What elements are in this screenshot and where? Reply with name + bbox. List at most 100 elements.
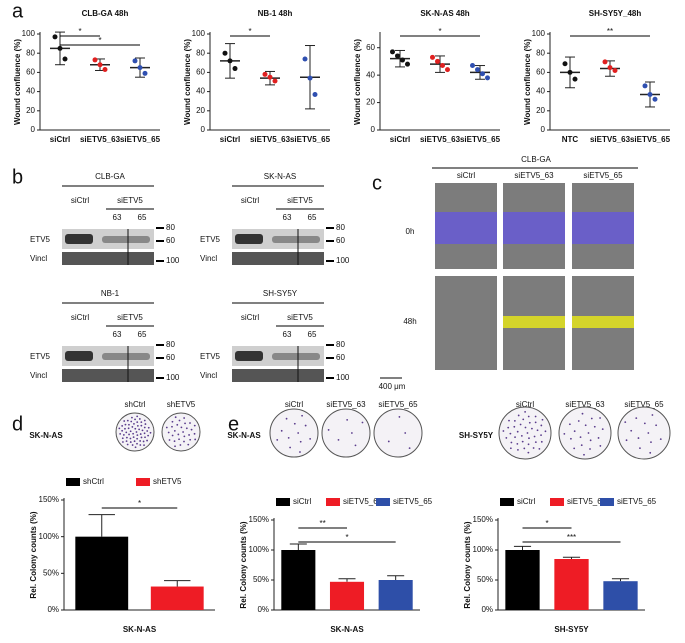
blot-title: SH-SY5Y xyxy=(263,289,298,298)
data-point xyxy=(647,91,653,97)
x-tick-label: siETV5_65 xyxy=(290,135,331,144)
bar xyxy=(378,580,413,610)
y-tick-label: 50% xyxy=(477,575,493,584)
legend-swatch xyxy=(500,498,514,506)
colony xyxy=(599,417,601,419)
data-point xyxy=(302,56,308,62)
colony xyxy=(538,447,541,450)
colony xyxy=(327,429,330,431)
colony xyxy=(176,423,179,426)
colony xyxy=(131,444,134,446)
colony xyxy=(132,432,135,435)
colony xyxy=(138,428,141,431)
colony xyxy=(122,441,124,443)
colony xyxy=(126,443,129,446)
migration-column: siCtrl xyxy=(457,171,475,180)
data-point xyxy=(400,57,405,63)
chart-title: NB-1 48h xyxy=(258,9,293,18)
colony xyxy=(527,443,530,446)
data-point xyxy=(92,57,98,63)
colony xyxy=(577,420,580,422)
colony xyxy=(650,441,652,444)
colony xyxy=(528,437,530,440)
data-point xyxy=(485,75,490,81)
y-tick-label: 150% xyxy=(249,515,269,524)
data-point xyxy=(62,56,68,62)
blot-lane: 65 xyxy=(308,330,317,339)
scratch-image xyxy=(435,276,497,370)
marker-label: 60 xyxy=(336,353,345,362)
colony xyxy=(146,439,148,442)
bar xyxy=(554,559,589,610)
dish-label: shCtrl xyxy=(125,400,146,409)
colony xyxy=(184,422,186,425)
colony xyxy=(573,447,576,450)
y-tick-label: 50% xyxy=(43,568,59,577)
colony xyxy=(168,439,171,441)
legend-label: siETV5_63 xyxy=(343,497,383,506)
data-point xyxy=(562,61,568,67)
data-point xyxy=(612,67,618,73)
y-tick-label: 80 xyxy=(196,48,205,57)
migration-title: CLB-GA xyxy=(521,155,551,164)
bar xyxy=(329,581,365,610)
colony xyxy=(193,432,196,435)
blot-treatment: siETV5 xyxy=(117,313,143,322)
colony xyxy=(122,434,125,436)
colony xyxy=(624,421,627,424)
significance-label: ** xyxy=(607,27,613,36)
significance-label: * xyxy=(545,519,548,528)
blot-control: siCtrl xyxy=(71,196,89,205)
blot-control: siCtrl xyxy=(241,313,259,322)
data-point xyxy=(222,50,228,56)
y-axis-label: Wound confluence (%) xyxy=(353,39,362,125)
x-axis-label: SK-N-AS xyxy=(330,625,364,634)
colony xyxy=(129,441,132,443)
colony xyxy=(189,422,191,424)
colony xyxy=(118,427,121,430)
colony xyxy=(534,441,537,444)
colony xyxy=(129,430,132,433)
y-tick-label: 100% xyxy=(249,545,269,554)
blot-title: CLB-GA xyxy=(95,172,125,181)
colony xyxy=(285,417,288,420)
data-point xyxy=(567,69,573,75)
legend-swatch xyxy=(326,498,340,506)
colony xyxy=(524,426,527,429)
data-point xyxy=(652,96,658,102)
legend-label: siCtrl xyxy=(517,497,535,506)
y-tick-label: 0 xyxy=(371,125,376,134)
colony xyxy=(536,429,539,432)
colony xyxy=(187,443,190,446)
colony xyxy=(509,447,512,450)
colony xyxy=(171,434,174,437)
colony xyxy=(534,415,537,418)
colony xyxy=(139,440,142,442)
colony xyxy=(297,432,300,434)
colony xyxy=(124,423,127,426)
data-point xyxy=(312,91,318,97)
blot-row-label: ETV5 xyxy=(30,352,51,361)
colony xyxy=(179,444,182,446)
colony xyxy=(651,414,654,416)
colony xyxy=(540,424,543,427)
colony xyxy=(516,442,519,445)
colony xyxy=(129,437,132,440)
y-tick-label: 80 xyxy=(26,48,35,57)
dish xyxy=(115,412,155,452)
dish-label: siETV5_63 xyxy=(326,400,366,409)
colony xyxy=(141,429,144,432)
colony xyxy=(125,436,128,439)
colony xyxy=(173,430,176,432)
colony xyxy=(510,441,513,444)
blot-lane: 63 xyxy=(283,330,292,339)
colony xyxy=(649,451,652,454)
data-point xyxy=(435,58,440,64)
colony xyxy=(299,451,301,453)
data-point xyxy=(227,58,233,64)
colony xyxy=(171,425,173,428)
y-tick-label: 20 xyxy=(536,106,545,115)
colony xyxy=(289,446,292,449)
colony xyxy=(625,439,628,442)
y-tick-label: 40 xyxy=(536,87,545,96)
